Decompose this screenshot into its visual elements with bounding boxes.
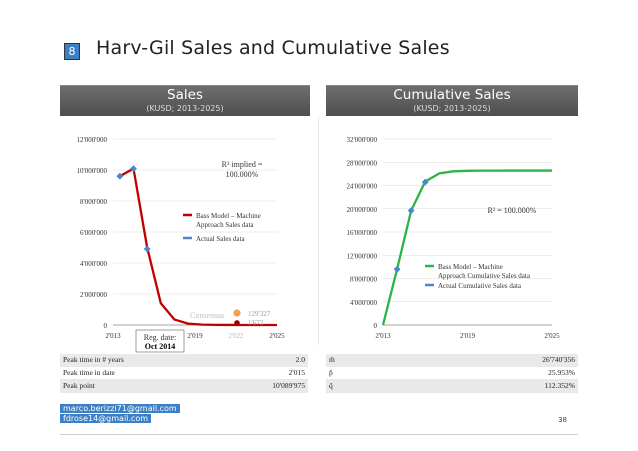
slide-number-badge: 8 (64, 43, 80, 60)
sales-y-tick-label: 10'000'000 (76, 167, 107, 175)
panel-divider (318, 117, 319, 345)
table-row: q̂ 112.352% (326, 380, 578, 393)
stat-value: 26'740'356 (542, 355, 575, 364)
reg-date-label: Reg. date: (144, 333, 176, 342)
sales-r2-value: 100.000% (226, 170, 259, 179)
consensus-label: Consensus (190, 311, 224, 320)
stat-value: 2'015 (288, 368, 305, 377)
stat-label: m̂ (329, 355, 335, 364)
sales-legend-model-label: Bass Model – Machine Approach Sales data (196, 212, 261, 229)
sales-legend-actual-label: Actual Sales data (196, 235, 245, 243)
cum-y-tick-label: 8'000'000 (350, 276, 378, 284)
stat-value: 10'089'975 (272, 381, 305, 390)
cum-y-tick-label: 20'000'000 (346, 206, 377, 214)
cum-y-tick-label: 28'000'000 (346, 159, 377, 167)
consensus-value: 129'327 (248, 310, 271, 318)
contact-email-1[interactable]: marco.berizzi71@gmail.com (60, 404, 180, 413)
sales-panel-header: Sales (KUSD; 2013-2025) (60, 85, 310, 116)
stat-label: q̂ (329, 381, 333, 390)
stat-value: 112.352% (544, 381, 575, 390)
cum-y-tick-label: 12'000'000 (346, 252, 377, 260)
footer-rule (60, 434, 578, 435)
sales-x-tick-label: 2'022 (228, 332, 244, 340)
cumulative-panel-header: Cumulative Sales (KUSD; 2013-2025) (326, 85, 578, 116)
sales-r2-label: R² implied = (222, 160, 263, 169)
sales-panel-subtitle: (KUSD; 2013-2025) (146, 104, 224, 113)
cum-legend-model-label: Bass Model – Machine Approach Cumulative … (438, 263, 531, 280)
stat-value: 2.0 (295, 355, 305, 364)
sales-x-tick-label: 2'019 (187, 332, 203, 340)
table-row: Peak time in # years 2.0 (60, 354, 308, 367)
stat-label: Peak time in # years (63, 355, 124, 364)
stat-label: Peak point (63, 381, 95, 390)
reg-date-box (135, 329, 185, 353)
cum-actual-point (407, 207, 415, 214)
sales-y-tick-label: 4'000'000 (80, 260, 108, 268)
contact-email-2[interactable]: fdrose14@gmail.com (60, 414, 152, 423)
cum-y-tick-label: 0 (374, 322, 378, 330)
right-stats-table: m̂ 26'740'356 p̂ 25.953% q̂ 112.352% (326, 354, 578, 393)
cumulative-panel-subtitle: (KUSD; 2013-2025) (413, 104, 491, 113)
sales-y-tick-label: 12'000'000 (76, 136, 107, 144)
sales-x-tick-label: 2'013 (105, 332, 121, 340)
marker-point-value: 1'672 (248, 319, 264, 327)
table-row: Peak time in date 2'015 (60, 367, 308, 380)
cum-actual-point (421, 178, 429, 186)
table-row: Peak point 10'089'975 (60, 380, 308, 393)
sales-actual-point (130, 165, 137, 172)
cum-y-tick-label: 4'000'000 (350, 299, 378, 307)
stat-value: 25.953% (548, 368, 575, 377)
cum-actual-point (393, 265, 401, 273)
slide-title: Harv-Gil Sales and Cumulative Sales (96, 37, 450, 59)
table-row: p̂ 25.953% (326, 367, 578, 380)
sales-y-tick-label: 8'000'000 (80, 198, 108, 206)
page-number: 38 (558, 416, 567, 424)
sales-y-tick-label: 0 (104, 322, 108, 330)
cum-x-tick-label: 2'025 (544, 332, 560, 340)
cum-y-tick-label: 24'000'000 (346, 183, 377, 191)
sales-x-tick-label: 2'025 (269, 332, 285, 340)
table-row: m̂ 26'740'356 (326, 354, 578, 367)
consensus-point (233, 309, 241, 317)
stat-label: Peak time in date (63, 368, 115, 377)
sales-y-tick-label: 6'000'000 (80, 229, 108, 237)
left-stats-table: Peak time in # years 2.0 Peak time in da… (60, 354, 308, 393)
cum-legend-actual-label: Actual Cumulative Sales data (438, 282, 522, 290)
sales-panel-title: Sales (167, 87, 203, 103)
cum-x-tick-label: 2'013 (375, 332, 391, 340)
cumulative-panel-title: Cumulative Sales (393, 87, 511, 103)
cum-y-tick-label: 16'000'000 (346, 229, 377, 237)
cum-x-tick-label: 2'019 (460, 332, 476, 340)
sales-actual-point (116, 172, 124, 180)
reg-date-value: Oct 2014 (145, 342, 175, 351)
marker-point (234, 320, 240, 326)
cum-y-tick-label: 32'000'000 (346, 136, 377, 144)
sales-actual-point (143, 245, 151, 253)
stat-label: p̂ (329, 368, 333, 377)
sales-y-tick-label: 2'000'000 (80, 291, 108, 299)
cumulative-r2-label: R² = 100.000% (488, 206, 537, 215)
